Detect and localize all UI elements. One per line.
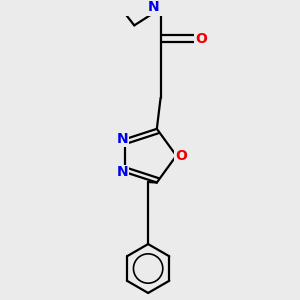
Text: N: N (117, 165, 128, 179)
Text: O: O (175, 149, 187, 163)
Text: N: N (148, 0, 160, 14)
Text: O: O (195, 32, 207, 46)
Text: N: N (117, 132, 128, 146)
